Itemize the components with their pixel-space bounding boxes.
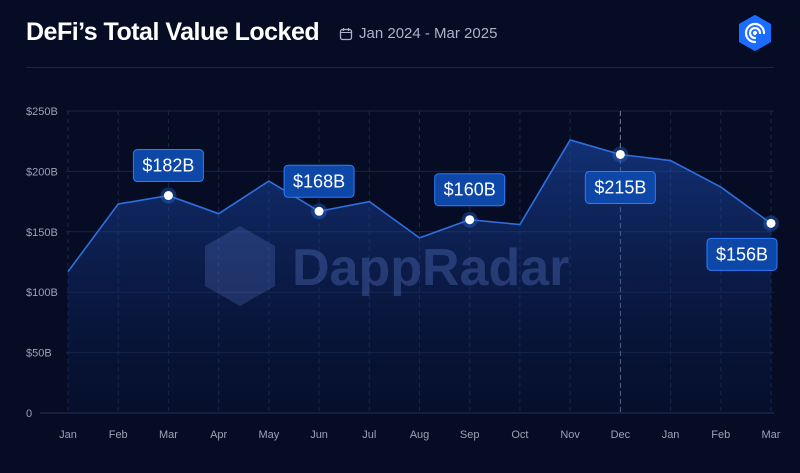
data-point (314, 206, 324, 216)
value-label-box (584, 170, 656, 204)
y-tick-label: $200B (26, 166, 58, 178)
date-range-text: Jan 2024 - Mar 2025 (359, 25, 498, 42)
x-tick-label: Feb (711, 429, 730, 441)
value-label: $156B (716, 244, 768, 264)
value-label-box (132, 149, 204, 183)
y-tick-label: $150B (26, 227, 58, 239)
data-point (465, 215, 475, 225)
x-tick-label: Nov (560, 429, 580, 441)
x-tick-label: Oct (511, 429, 528, 441)
x-tick-label: Apr (210, 429, 227, 441)
x-tick-label: Mar (762, 429, 781, 441)
header-divider (26, 67, 774, 68)
x-tick-label: Aug (410, 429, 430, 441)
y-tick-label: $100B (26, 287, 58, 299)
watermark: DappRadar (205, 226, 569, 306)
y-tick-label: 0 (26, 408, 32, 420)
area-fill (68, 139, 771, 413)
value-label-box (283, 164, 355, 198)
data-point (766, 218, 776, 228)
x-tick-label: Dec (611, 429, 631, 441)
value-label-box (434, 173, 506, 207)
value-label: $168B (293, 171, 345, 191)
calendar-icon (339, 27, 353, 40)
value-label: $182B (142, 156, 194, 176)
x-tick-label: Mar (159, 429, 178, 441)
x-tick-label: May (258, 429, 279, 441)
data-point (163, 191, 173, 201)
y-tick-label: $50B (26, 348, 52, 360)
value-label: $215B (594, 177, 646, 197)
y-tick-label: $250B (26, 106, 58, 118)
value-label: $160B (444, 180, 496, 200)
x-tick-label: Jun (310, 429, 328, 441)
x-tick-label: Sep (460, 429, 480, 441)
x-tick-label: Jan (662, 429, 680, 441)
page-title: DeFi’s Total Value Locked (26, 18, 320, 46)
watermark-text: DappRadar (292, 239, 569, 297)
data-point (615, 149, 625, 159)
date-range: Jan 2024 - Mar 2025 (339, 25, 497, 42)
value-label-box (706, 237, 778, 271)
x-tick-label: Jan (59, 429, 77, 441)
x-tick-label: Feb (109, 429, 128, 441)
dappradar-logo (739, 15, 771, 51)
series-line (67, 139, 772, 273)
x-tick-label: Jul (362, 429, 376, 441)
